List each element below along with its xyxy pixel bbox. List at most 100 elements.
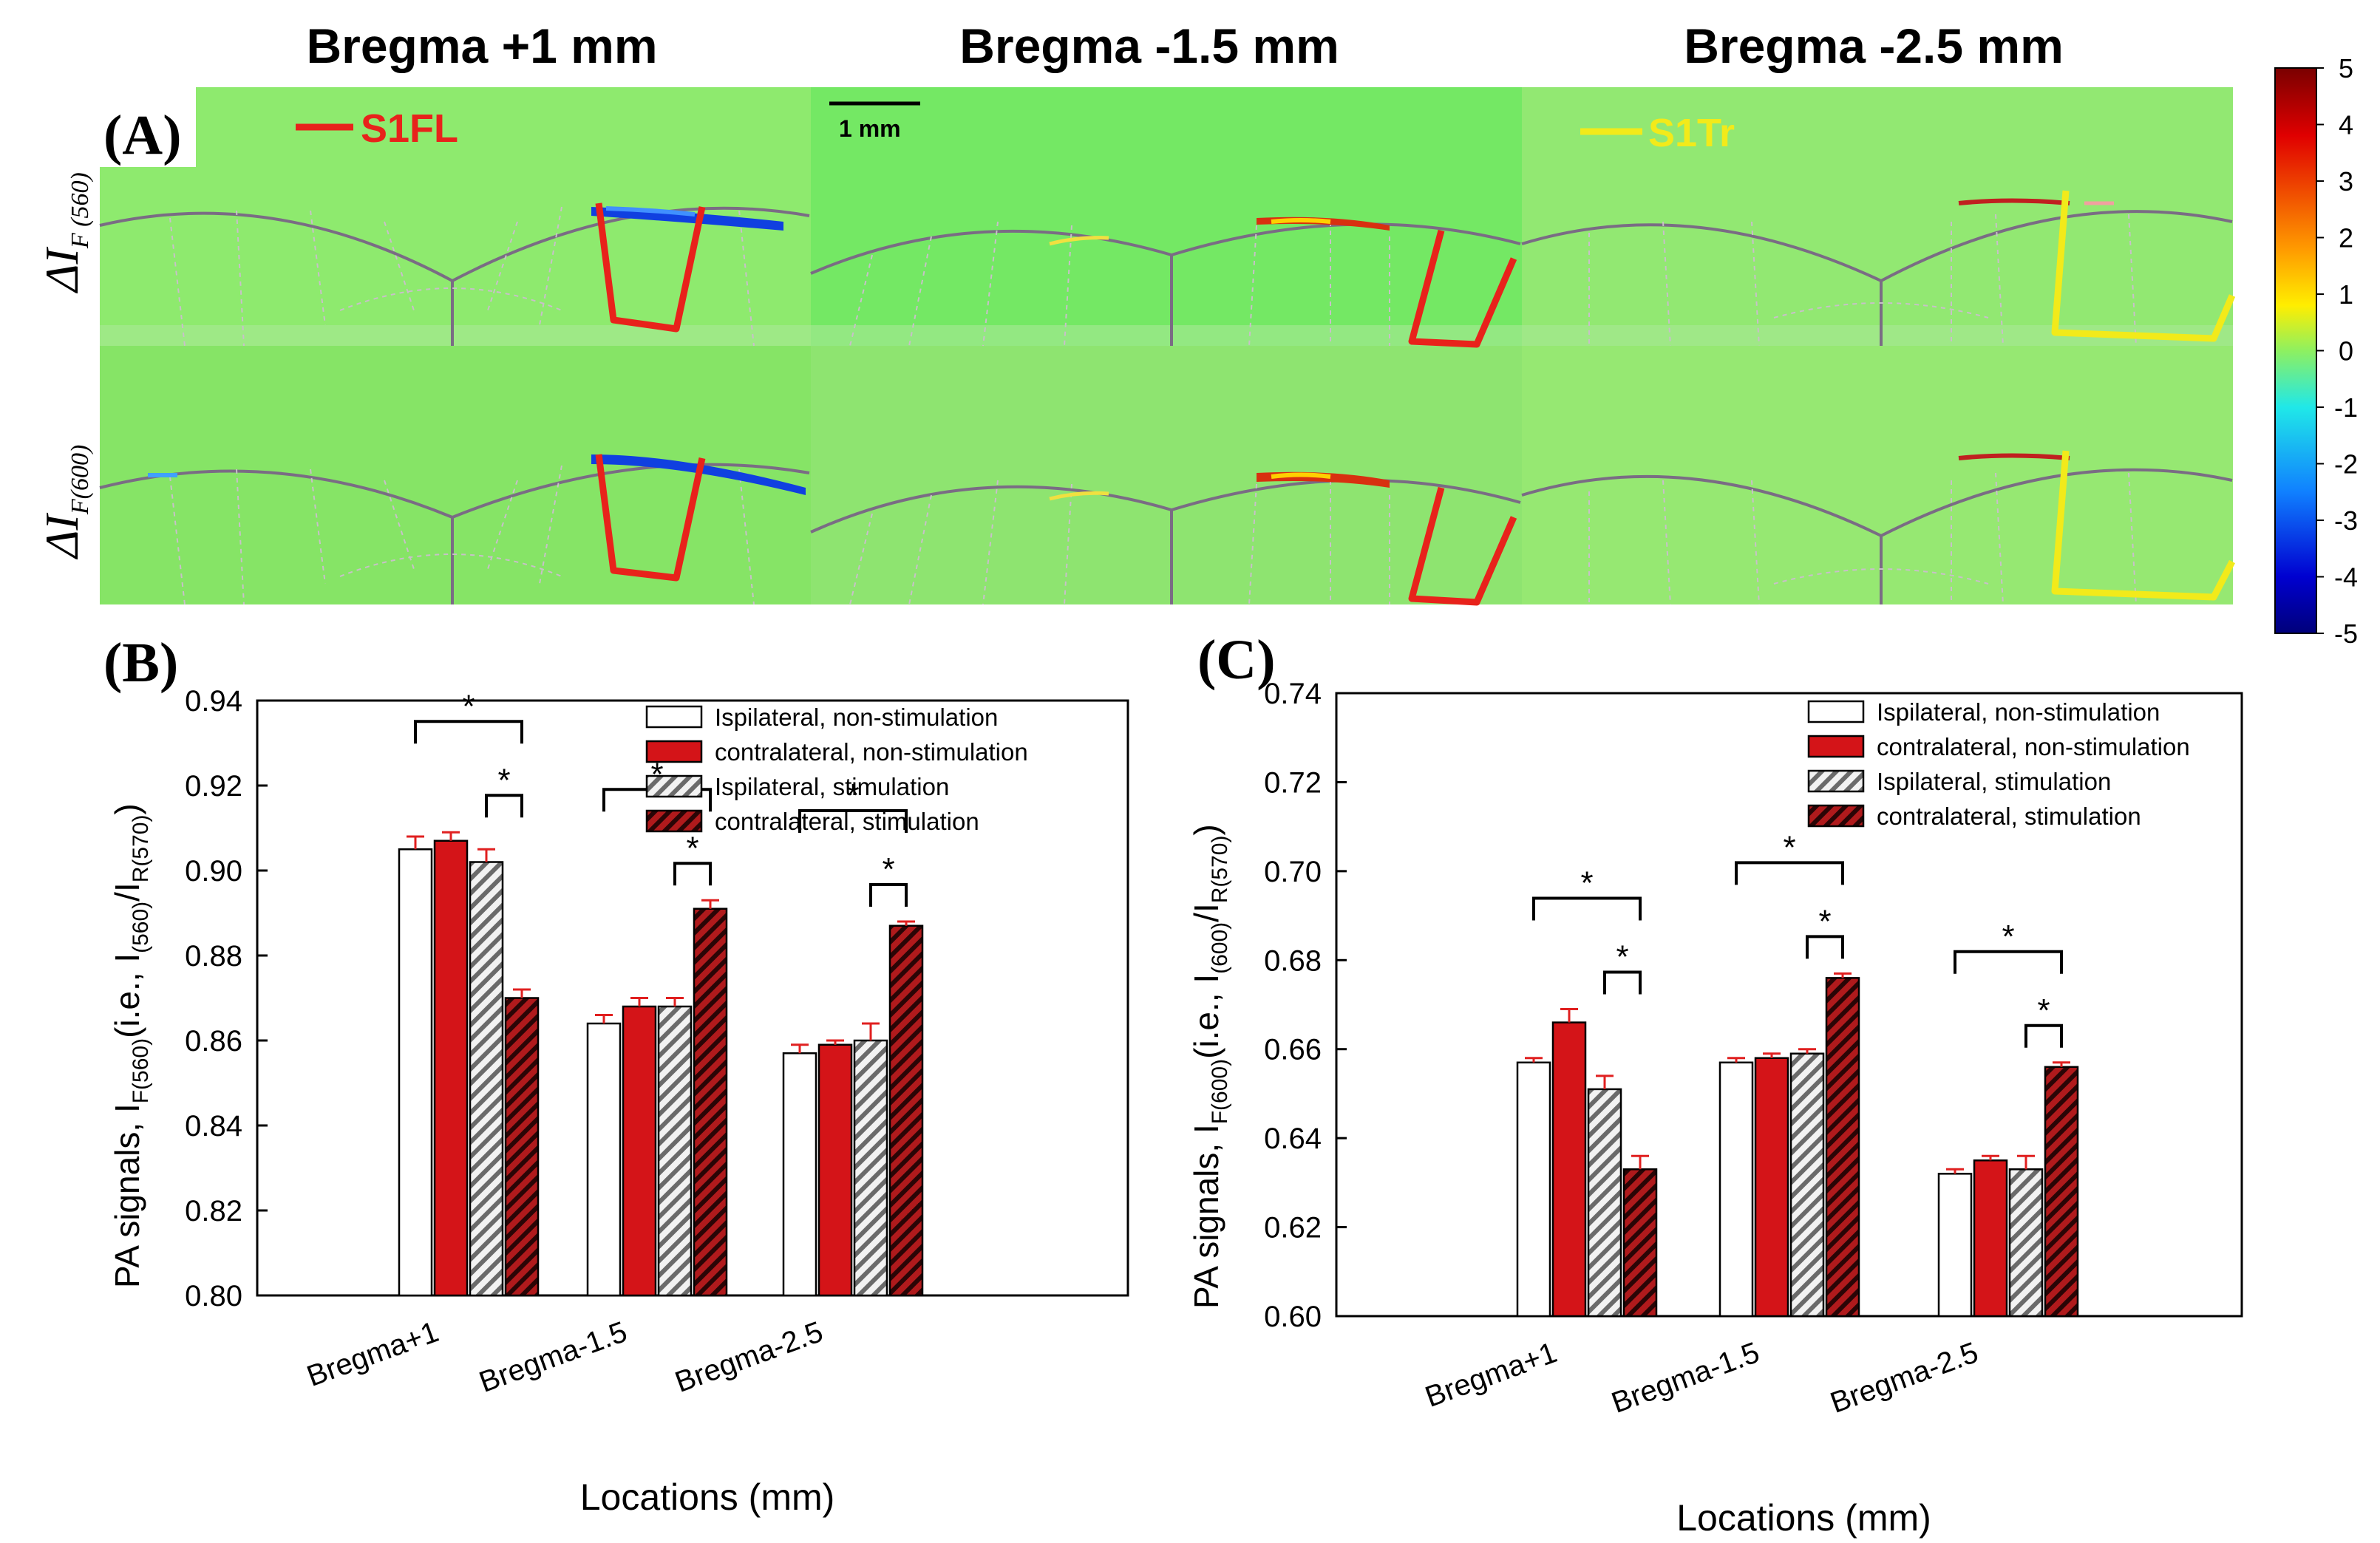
- map-tile-r1c3: [1522, 87, 2233, 346]
- row-label-600: ΔIF(600): [35, 445, 94, 560]
- map-tile-r2c3: [1522, 346, 2233, 604]
- legend-swatch: [1807, 735, 1865, 758]
- y-tick-label: 0.90: [185, 855, 242, 888]
- significance-star: *: [882, 851, 894, 888]
- y-tick-label: 0.80: [185, 1280, 242, 1312]
- legend-s1tr-label: S1Tr: [1648, 111, 1735, 155]
- bar: [398, 848, 433, 1297]
- bar: [1516, 1061, 1551, 1318]
- significance-bracket: [869, 883, 908, 907]
- legend-swatch: [1807, 700, 1865, 723]
- bar: [433, 839, 469, 1297]
- y-tick-label: 0.70: [1264, 856, 1322, 888]
- legend-swatch: [645, 774, 703, 798]
- significance-bracket: [485, 794, 523, 818]
- bar: [853, 1039, 888, 1297]
- bar: [1789, 1052, 1825, 1318]
- significance-star: *: [1783, 829, 1795, 865]
- bar: [693, 907, 728, 1297]
- row-label-600-sub: F(600): [67, 445, 94, 515]
- bar: [782, 1052, 817, 1297]
- colorbar-tick-label: -5: [2334, 619, 2358, 649]
- significance-star: *: [846, 777, 859, 814]
- y-axis-label: PA signals, IF(600)(i.e., I(600)/IR(570)…: [1187, 824, 1232, 1309]
- significance-star: *: [686, 830, 698, 866]
- chart-b: 0.80 0.82 0.84 0.86 0.88 0.90 0.92 0.94 * * Bregma…: [108, 685, 1129, 1518]
- y-tick-label: 0.74: [1264, 678, 1322, 710]
- colorbar-tick-label: 5: [2339, 53, 2353, 84]
- significance-bracket: [1735, 861, 1844, 885]
- column-title-1: Bregma +1 mm: [306, 18, 657, 73]
- legend-s1fl-label: S1FL: [361, 106, 458, 151]
- bar: [2008, 1168, 2044, 1318]
- colorbar-tick-label: 3: [2339, 166, 2353, 197]
- significance-star: *: [1616, 939, 1628, 975]
- legend-label: contralateral, non-stimulation: [715, 738, 1028, 766]
- colorbar-ticks: 5 4 3 2 1 0 -1 -2 -3 -4 -5: [2316, 53, 2358, 649]
- roi-s1tr-boxes: [2051, 190, 2236, 601]
- plot-frame: [1335, 692, 2243, 1318]
- panel-a-brain-maps: (A) Bregma +1 mm Bregma -1.5 mm Bregma -…: [35, 18, 2358, 649]
- scale-bar-label: 1 mm: [839, 115, 901, 142]
- colorbar-tick-label: -4: [2334, 562, 2358, 593]
- column-title-3: Bregma -2.5 mm: [1684, 18, 2064, 73]
- y-tick-label: 0.86: [185, 1025, 242, 1057]
- bar: [1718, 1061, 1754, 1318]
- y-tick-label: 0.88: [185, 940, 242, 973]
- x-axis-label: Locations (mm): [580, 1476, 835, 1518]
- y-tick-label: 0.82: [185, 1195, 242, 1227]
- legend-swatch: [645, 809, 703, 833]
- y-tick-label: 0.62: [1264, 1212, 1322, 1244]
- significance-bracket: [1603, 970, 1642, 995]
- activation-blobs: [148, 198, 2114, 501]
- bar: [817, 1043, 853, 1297]
- legend-swatch: [1807, 769, 1865, 793]
- map-tile-r1c2: [811, 87, 1522, 346]
- bar: [469, 861, 504, 1297]
- x-tick-label: Bregma-2.5: [671, 1315, 827, 1399]
- legend-label: Ispilateral, non-stimulation: [1877, 698, 2160, 726]
- significance-star: *: [2037, 992, 2050, 1029]
- legend-swatch: [1807, 804, 1865, 828]
- colorbar-tick-label: 0: [2339, 336, 2353, 367]
- legend-label: Ispilateral, stimulation: [1877, 768, 2111, 795]
- legend-label: contralateral, stimulation: [1877, 803, 2141, 830]
- y-tick-label: 0.84: [185, 1110, 242, 1142]
- colorbar: [2274, 67, 2317, 634]
- panel-c-label: (C): [1197, 629, 1276, 691]
- x-tick-label: Bregma-2.5: [1826, 1336, 1982, 1420]
- significance-bracket: [673, 862, 712, 886]
- bar: [1587, 1088, 1622, 1318]
- y-axis-label: PA signals, IF(560)(i.e., I(560)/IR(570)…: [108, 803, 153, 1288]
- y-tick-label: 0.92: [185, 770, 242, 803]
- bar: [1973, 1159, 2008, 1318]
- bar: [1754, 1057, 1789, 1318]
- brain-map-grid: [100, 87, 2233, 604]
- y-tick-label: 0.94: [185, 685, 242, 718]
- legend-swatch: [645, 740, 703, 763]
- significance-bracket: [798, 809, 908, 833]
- significance-bracket: [1806, 935, 1844, 959]
- roi-s1fl-boxes: [595, 202, 1517, 606]
- bar: [622, 1005, 657, 1297]
- atlas-outline-row1: [99, 206, 2233, 346]
- colorbar-tick-label: -3: [2334, 505, 2358, 536]
- row-label-560: ΔIF (560): [35, 172, 94, 294]
- x-tick-label: Bregma-1.5: [475, 1315, 631, 1399]
- row-label-560-main: ΔI: [35, 246, 88, 294]
- x-tick-label: Bregma-1.5: [1608, 1336, 1764, 1420]
- x-tick-label: Bregma+1: [303, 1315, 443, 1393]
- chart-c: 0.60 0.62 0.64 0.66 0.68 0.70 0.72 0.74 * * Bregma…: [1187, 678, 2243, 1539]
- column-title-2: Bregma -1.5 mm: [959, 18, 1339, 73]
- bar: [657, 1005, 693, 1297]
- bar: [1937, 1173, 1973, 1318]
- legend-label: contralateral, stimulation: [715, 808, 979, 835]
- y-tick-label: 0.72: [1264, 766, 1322, 799]
- bar: [504, 997, 540, 1297]
- significance-star: *: [2002, 919, 2014, 955]
- x-axis-label: Locations (mm): [1676, 1497, 1931, 1539]
- row-label-600-main: ΔI: [35, 512, 88, 560]
- y-tick-label: 0.68: [1264, 944, 1322, 977]
- significance-star: *: [1818, 903, 1831, 939]
